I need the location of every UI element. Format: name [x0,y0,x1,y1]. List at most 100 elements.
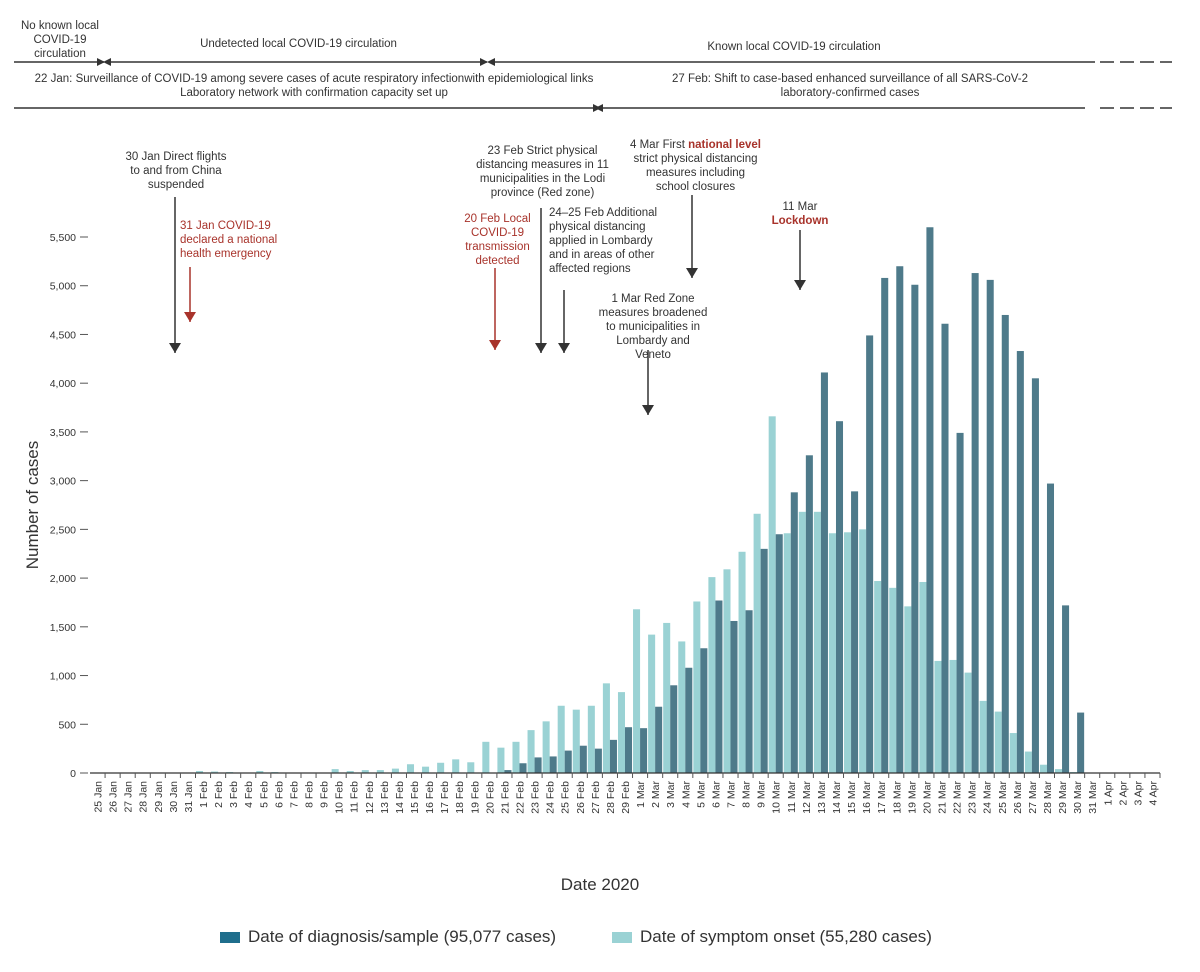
x-tick-label: 17 Mar [876,781,888,814]
bar-onset [1055,769,1063,773]
annotation-31jan: 31 Jan COVID-19 declared a national heal… [180,220,278,260]
bar-diagnosis [594,748,602,773]
bar-diagnosis [790,492,798,773]
x-tick-label: 15 Mar [846,781,858,814]
legend-item-diagnosis: Date of diagnosis/sample (95,077 cases) [220,927,556,947]
bar-onset [889,587,897,773]
x-tick-label: 26 Jan [108,781,120,813]
x-tick-label: 3 Feb [228,781,240,808]
annotation-4mar: 4 Mar First national level strict physic… [628,138,763,194]
bar-diagnosis [820,372,828,773]
x-tick-label: 27 Jan [123,781,135,813]
bar-onset [738,551,746,773]
bar-diagnosis [549,756,557,773]
bar-onset [844,532,852,773]
bar-diagnosis [655,706,663,773]
bar-onset [663,622,671,773]
bar-onset [949,659,957,773]
x-tick-label: 29 Mar [1057,781,1069,814]
bar-onset [783,533,791,773]
x-tick-label: 5 Feb [258,781,270,808]
bar-onset [467,762,475,773]
bar-onset [617,692,625,773]
x-tick-label: 2 Feb [213,781,225,808]
bar-onset [994,711,1002,773]
x-tick-label: 14 Feb [394,781,406,814]
bar-diagnosis [1062,605,1070,773]
bar-onset [813,511,821,773]
bar-onset [859,529,867,773]
bar-diagnosis [730,620,738,773]
annotation-4mar-text: 4 Mar First [630,139,689,151]
bar-onset [904,606,912,773]
y-tick-label: 3,500 [50,427,76,439]
x-tick-label: 9 Feb [319,781,331,808]
timeline-surveillance: 22 Jan: Surveillance of COVID-19 among s… [34,73,594,85]
bar-diagnosis [1001,314,1009,773]
timeline-shift-27feb-line2: laboratory-confirmed cases [780,87,920,99]
x-tick-label: 21 Mar [936,781,948,814]
x-tick-label: 31 Mar [1087,781,1099,814]
x-tick-label: 16 Feb [424,781,436,814]
bar-onset [497,747,505,773]
x-tick-label: 17 Feb [439,781,451,814]
bar-diagnosis [1016,351,1024,773]
x-tick-label: 16 Mar [861,781,873,814]
annotation-23feb: 23 Feb Strict physical distancing measur… [476,145,609,199]
bar-diagnosis [971,273,979,773]
bar-onset [768,416,776,773]
x-tick-label: 27 Feb [590,781,602,814]
bar-onset [406,764,415,773]
bar-onset [828,533,836,773]
bar-onset [437,762,445,773]
x-tick-label: 7 Feb [288,781,300,808]
x-tick-label: 19 Mar [906,781,918,814]
x-tick-label: 23 Mar [967,781,979,814]
y-tick-label: 4,000 [50,378,76,390]
annotation-11mar-date: 11 Mar [782,201,818,213]
x-tick-label: 25 Jan [93,781,105,813]
x-tick-label: 10 Mar [771,781,783,814]
x-tick-label: 12 Mar [801,781,813,814]
y-tick-label: 1,000 [50,671,76,683]
bar-diagnosis [911,284,919,773]
bar-onset [678,641,686,773]
x-tick-label: 13 Mar [816,781,828,814]
annotation-30jan: 30 Jan Direct flights to and from China … [125,151,227,191]
x-tick-label: 12 Feb [364,781,376,814]
bar-diagnosis [1077,712,1085,773]
x-tick-label: 5 Mar [695,781,707,808]
x-tick-label: 28 Jan [138,781,150,813]
y-tick-label: 2,000 [50,573,76,585]
bar-onset [1039,764,1047,773]
timeline-shift-27feb: 27 Feb: Shift to case-based enhanced sur… [671,73,1029,85]
bar-onset [964,672,972,773]
bar-onset [708,577,716,773]
y-tick-label: 500 [58,719,76,731]
x-tick-label: 11 Mar [786,781,798,813]
x-tick-label: 20 Mar [921,781,933,814]
bar-onset [422,766,430,773]
bar-diagnosis [564,750,572,773]
x-tick-label: 28 Mar [1042,781,1054,814]
legend-swatch-diagnosis [220,931,240,943]
bar-diagnosis [896,266,904,773]
event-arrows [169,195,806,415]
bar-diagnosis [625,727,633,773]
bar-onset [256,771,264,773]
bar-onset [602,683,610,773]
x-tick-label: 18 Mar [891,781,903,814]
bar-onset [346,771,354,773]
bar-onset [723,569,731,773]
bar-onset [919,581,927,773]
x-tick-label: 13 Feb [379,781,391,814]
bar-diagnosis [700,648,708,773]
x-tick-label: 26 Feb [575,781,587,814]
bar-onset [331,769,339,773]
x-tick-label: 29 Jan [153,781,165,813]
annotation-20feb: 20 Feb Local COVID-19 transmission detec… [464,213,531,267]
bar-diagnosis [835,421,844,773]
bar-onset [361,770,369,773]
bar-diagnosis [715,600,723,773]
